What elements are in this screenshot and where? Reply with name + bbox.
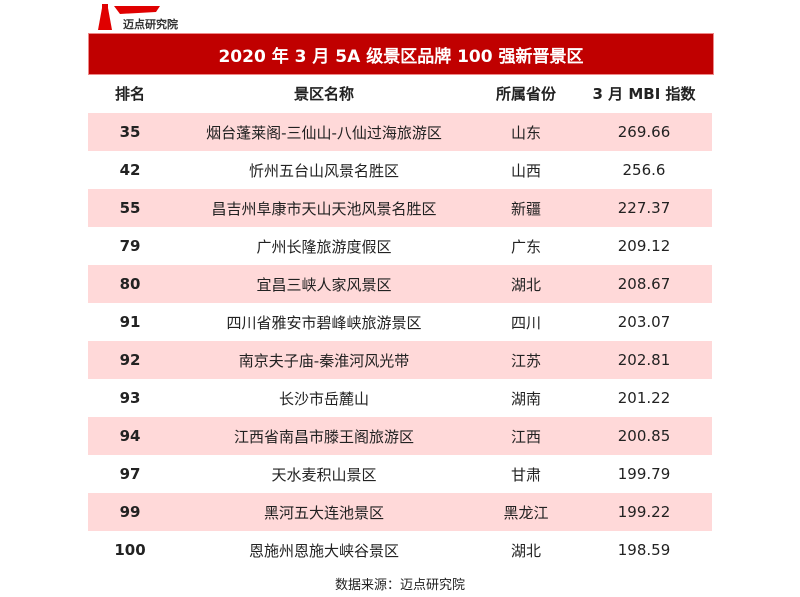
province-cell: 湖北 — [510, 275, 541, 294]
province-cell: 山西 — [510, 161, 541, 180]
name-cell: 宜昌三峡人家风景区 — [256, 275, 392, 294]
rank-cell: 93 — [119, 389, 141, 407]
name-cell: 长沙市岳麓山 — [278, 389, 369, 408]
table-row: 94 江西省南昌市滕王阁旅游区 江西 200.85 — [88, 417, 712, 455]
table-row: 91 四川省雅安市碧峰峡旅游景区 四川 203.07 — [88, 303, 712, 341]
mbi-cell: 227.37 — [617, 199, 671, 217]
name-cell: 天水麦积山景区 — [271, 465, 377, 484]
name-cell: 广州长隆旅游度假区 — [256, 237, 392, 256]
name-cell: 烟台蓬莱阁-三仙山-八仙过海旅游区 — [206, 123, 442, 142]
rank-cell: 92 — [119, 351, 141, 369]
name-cell: 南京夫子庙-秦淮河风光带 — [238, 351, 410, 370]
table-row: 100 恩施州恩施大峡谷景区 湖北 198.59 — [88, 531, 712, 569]
name-cell: 黑河五大连池景区 — [263, 503, 384, 522]
table-row: 80 宜昌三峡人家风景区 湖北 208.67 — [88, 265, 712, 303]
rank-cell: 100 — [114, 541, 146, 559]
rank-cell: 80 — [119, 275, 141, 293]
rank-cell: 94 — [119, 427, 141, 445]
table-header: 排名 景区名称 所属省份 3 月 MBI 指数 — [88, 74, 712, 113]
province-cell: 湖南 — [510, 389, 541, 408]
table-row: 55 昌吉州阜康市天山天池风景名胜区 新疆 227.37 — [88, 189, 712, 227]
mbi-cell: 202.81 — [617, 351, 671, 369]
mbi-cell: 201.22 — [617, 389, 671, 407]
rank-cell: 79 — [119, 237, 141, 255]
table-row: 79 广州长隆旅游度假区 广东 209.12 — [88, 227, 712, 265]
header-rank: 排名 — [114, 85, 145, 103]
header-mbi: 3 月 MBI 指数 — [592, 85, 696, 103]
rank-cell: 97 — [119, 465, 141, 483]
province-cell: 江苏 — [510, 351, 541, 370]
mbi-cell: 200.85 — [617, 427, 671, 445]
lighthouse-logo-icon — [98, 4, 160, 30]
name-cell: 江西省南昌市滕王阁旅游区 — [233, 427, 414, 446]
province-cell: 甘肃 — [510, 465, 541, 484]
rank-cell: 35 — [119, 123, 141, 141]
source-note: 数据来源：迈点研究院 — [334, 578, 465, 593]
mbi-cell: 269.66 — [617, 123, 671, 141]
mbi-cell: 199.79 — [617, 465, 671, 483]
rank-cell: 55 — [119, 199, 141, 217]
table-title: 2020 年 3 月 5A 级景区品牌 100 强新晋景区 — [88, 33, 714, 75]
mbi-cell: 209.12 — [617, 237, 671, 255]
name-cell: 忻州五台山风景名胜区 — [248, 161, 399, 180]
logo-text: 迈点研究院 — [123, 18, 178, 31]
rank-cell: 42 — [119, 161, 141, 179]
province-cell: 新疆 — [510, 199, 541, 218]
mbi-cell: 198.59 — [617, 541, 671, 559]
header-name: 景区名称 — [293, 85, 354, 103]
table-row: 35 烟台蓬莱阁-三仙山-八仙过海旅游区 山东 269.66 — [88, 113, 712, 151]
province-cell: 四川 — [510, 313, 541, 332]
logo: 迈点研究院 — [90, 2, 250, 32]
table-row: 93 长沙市岳麓山 湖南 201.22 — [88, 379, 712, 417]
mbi-cell: 203.07 — [617, 313, 671, 331]
header-province: 所属省份 — [495, 85, 556, 103]
rank-cell: 91 — [119, 313, 141, 331]
province-cell: 山东 — [510, 123, 541, 142]
province-cell: 江西 — [510, 427, 541, 446]
mbi-cell: 199.22 — [617, 503, 671, 521]
table-row: 97 天水麦积山景区 甘肃 199.79 — [88, 455, 712, 493]
rank-cell: 99 — [119, 503, 141, 521]
mbi-cell: 208.67 — [617, 275, 671, 293]
ranking-table: 排名 景区名称 所属省份 3 月 MBI 指数 35 烟台蓬莱阁-三仙山-八仙过海… — [88, 74, 712, 569]
province-cell: 黑龙江 — [503, 503, 549, 522]
province-cell: 广东 — [510, 237, 541, 256]
name-cell: 四川省雅安市碧峰峡旅游景区 — [226, 313, 422, 332]
province-cell: 湖北 — [510, 541, 541, 560]
table-row: 99 黑河五大连池景区 黑龙江 199.22 — [88, 493, 712, 531]
table-row: 42 忻州五台山风景名胜区 山西 256.6 — [88, 151, 712, 189]
table-row: 92 南京夫子庙-秦淮河风光带 江苏 202.81 — [88, 341, 712, 379]
name-cell: 昌吉州阜康市天山天池风景名胜区 — [211, 199, 437, 218]
mbi-cell: 256.6 — [622, 161, 666, 179]
name-cell: 恩施州恩施大峡谷景区 — [248, 541, 399, 560]
